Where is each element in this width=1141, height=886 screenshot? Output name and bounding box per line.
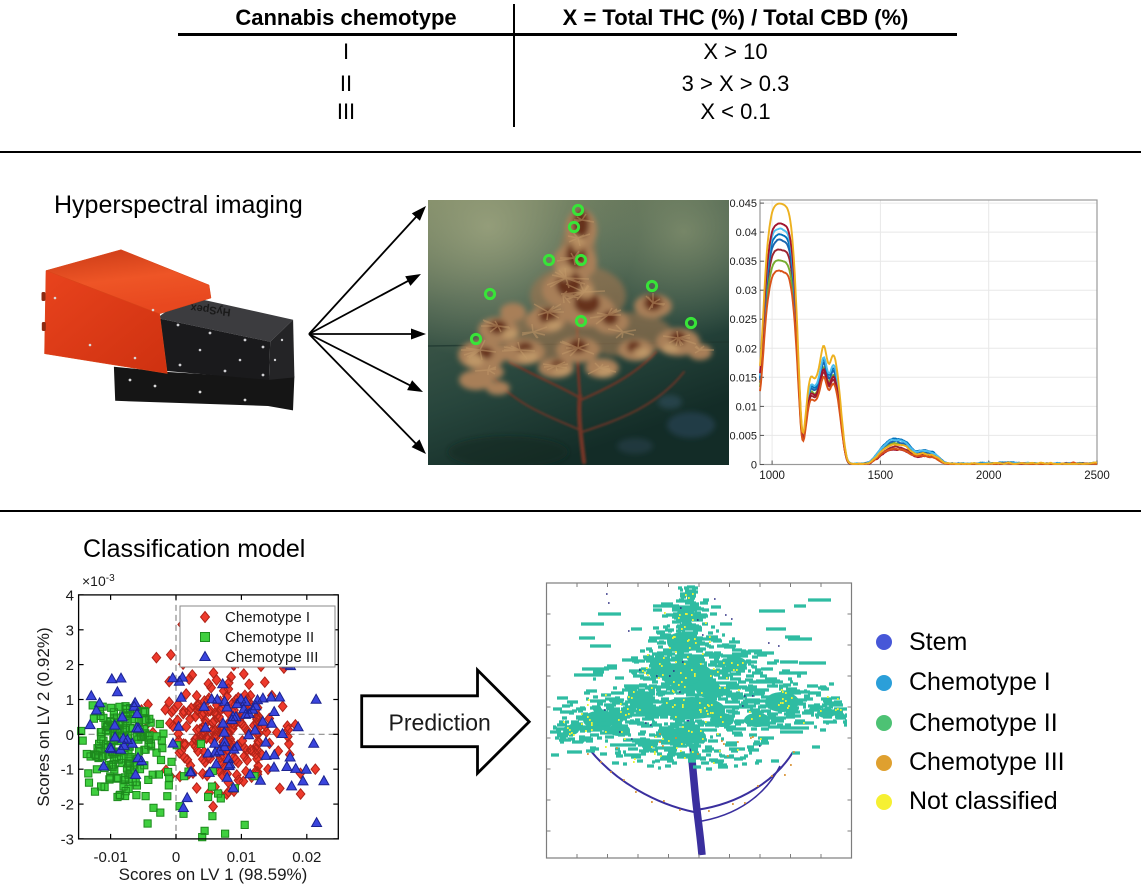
svg-text:2000: 2000 (976, 470, 1002, 482)
svg-text:0.005: 0.005 (730, 430, 757, 442)
svg-text:-0.01: -0.01 (93, 849, 127, 866)
svg-text:0: 0 (172, 849, 180, 866)
svg-text:0.02: 0.02 (736, 343, 757, 355)
svg-text:Prediction: Prediction (389, 710, 491, 736)
svg-text:0.025: 0.025 (730, 314, 757, 326)
svg-text:3: 3 (66, 622, 74, 639)
svg-text:0: 0 (751, 460, 757, 472)
svg-text:1500: 1500 (868, 470, 894, 482)
svg-text:0.01: 0.01 (736, 401, 757, 413)
svg-text:Scores on LV 1 (98.59%): Scores on LV 1 (98.59%) (119, 865, 308, 884)
svg-text:1000: 1000 (759, 470, 785, 482)
svg-text:-1: -1 (61, 762, 74, 779)
svg-text:2500: 2500 (1084, 470, 1110, 482)
svg-text:×10-3: ×10-3 (82, 573, 115, 589)
svg-text:0.04: 0.04 (736, 227, 757, 239)
svg-text:Chemotype II: Chemotype II (225, 629, 314, 646)
svg-text:-3: -3 (61, 831, 74, 848)
svg-text:0: 0 (66, 727, 74, 744)
svg-text:4: 4 (66, 587, 74, 604)
svg-text:0.015: 0.015 (730, 372, 757, 384)
svg-text:Chemotype I: Chemotype I (225, 609, 310, 626)
svg-text:0.01: 0.01 (227, 849, 256, 866)
svg-text:0.045: 0.045 (730, 198, 757, 210)
svg-text:-2: -2 (61, 797, 74, 814)
svg-text:0.03: 0.03 (736, 285, 757, 297)
svg-text:Scores on LV 2 (0.92%): Scores on LV 2 (0.92%) (34, 627, 53, 806)
svg-text:2: 2 (66, 657, 74, 674)
svg-text:1: 1 (66, 692, 74, 709)
svg-text:Chemotype III: Chemotype III (225, 649, 318, 666)
svg-text:0.02: 0.02 (292, 849, 321, 866)
svg-text:0.035: 0.035 (730, 256, 757, 268)
svg-text:HySpex: HySpex (189, 301, 231, 318)
